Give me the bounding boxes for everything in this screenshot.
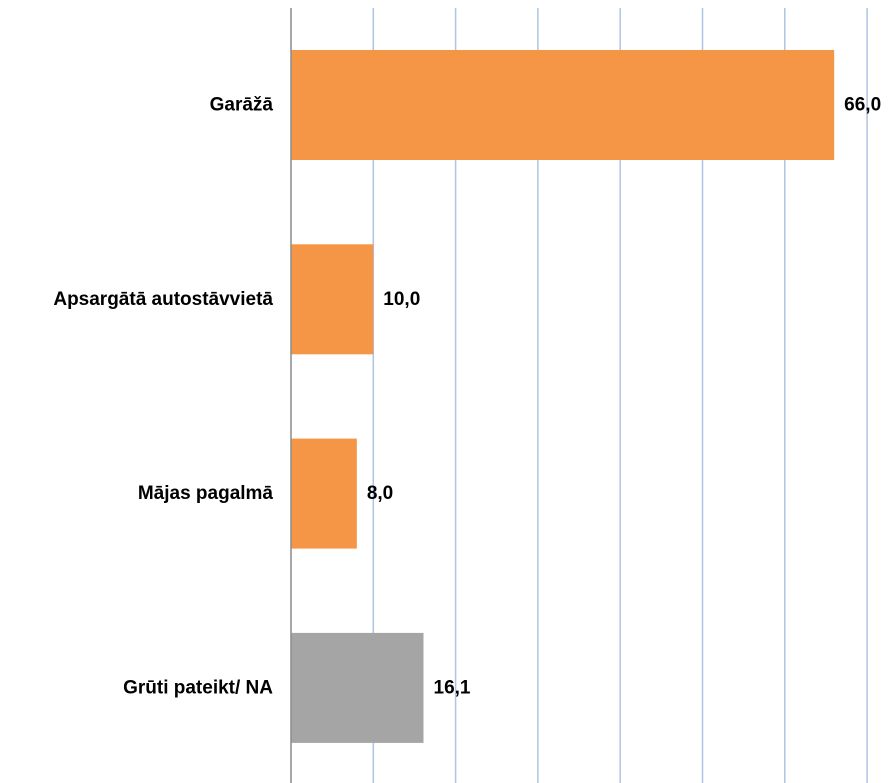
data-label: 8,0: [367, 483, 393, 504]
bar-2: [291, 244, 374, 355]
category-labels: Garāžā Apsargātā autostāvvietā Mājas pagal…: [53, 95, 273, 699]
category-label: Grūti pateikt/ NA: [123, 677, 273, 698]
bars: [291, 50, 835, 743]
data-label: 66,0: [844, 95, 881, 116]
data-label: 10,0: [383, 289, 420, 310]
bar-1: [291, 50, 835, 160]
data-label: 16,1: [434, 677, 471, 698]
bar-3: [291, 438, 357, 549]
data-labels: 66,0 10,0 8,0 16,1: [367, 95, 881, 699]
category-label: Mājas pagalmā: [138, 483, 274, 504]
category-label: Garāžā: [210, 95, 274, 116]
category-label: Apsargātā autostāvvietā: [53, 289, 273, 310]
bar-4: [291, 632, 424, 743]
